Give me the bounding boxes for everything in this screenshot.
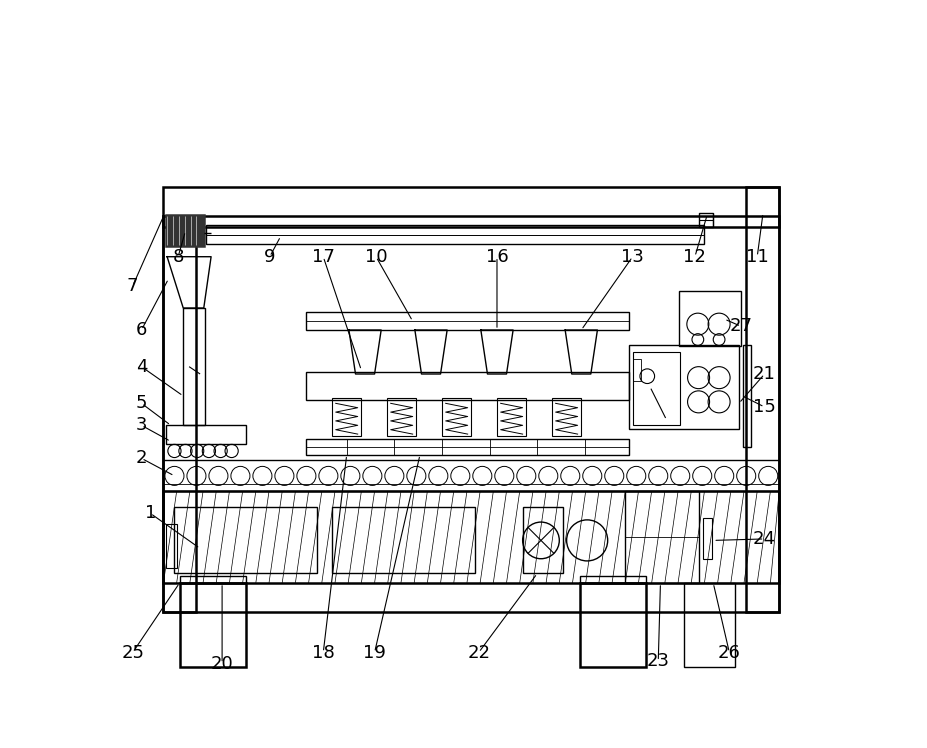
Bar	[166, 426, 246, 444]
Bar	[166, 524, 176, 568]
Text: 24: 24	[752, 530, 775, 548]
Bar	[183, 308, 205, 426]
Text: 25: 25	[121, 643, 144, 661]
Bar	[163, 216, 197, 612]
Bar	[579, 576, 645, 583]
Text: 15: 15	[753, 398, 775, 416]
Bar	[579, 583, 645, 667]
Bar	[180, 583, 246, 667]
Bar	[166, 215, 204, 245]
Text: 11: 11	[745, 248, 768, 266]
Bar	[632, 359, 640, 381]
Text: 21: 21	[753, 365, 775, 383]
Text: 16: 16	[485, 248, 508, 266]
Text: 1: 1	[145, 504, 156, 522]
Bar	[163, 461, 779, 491]
Text: 10: 10	[364, 248, 387, 266]
Bar	[625, 491, 698, 583]
Bar	[742, 345, 751, 447]
Text: 3: 3	[135, 417, 147, 435]
Text: 20: 20	[210, 654, 234, 672]
Text: 22: 22	[466, 643, 489, 661]
Bar	[306, 438, 629, 455]
Bar	[441, 398, 471, 436]
Text: 4: 4	[135, 358, 147, 375]
Text: 9: 9	[263, 248, 275, 266]
Text: 5: 5	[135, 394, 147, 412]
Bar	[306, 312, 629, 330]
Bar	[683, 583, 734, 667]
Bar	[698, 212, 713, 227]
Bar	[306, 372, 629, 399]
Bar	[629, 345, 738, 429]
Text: 18: 18	[311, 643, 335, 661]
Bar	[632, 352, 679, 426]
Text: 2: 2	[135, 450, 147, 468]
Bar	[387, 398, 416, 436]
Bar	[206, 225, 704, 245]
Text: 8: 8	[172, 248, 184, 266]
Text: 17: 17	[311, 248, 335, 266]
Text: 23: 23	[646, 652, 669, 670]
Bar	[678, 291, 741, 346]
Bar	[163, 491, 779, 583]
Text: 7: 7	[127, 277, 138, 295]
Bar	[163, 216, 779, 612]
Bar	[522, 507, 563, 574]
Bar	[745, 187, 779, 612]
Bar	[332, 507, 475, 574]
Text: 6: 6	[135, 321, 147, 339]
Text: 12: 12	[682, 248, 705, 266]
Text: 27: 27	[729, 317, 752, 335]
Bar	[174, 507, 317, 574]
Text: 13: 13	[620, 248, 643, 266]
Text: 26: 26	[717, 643, 740, 661]
Bar	[163, 187, 779, 227]
Bar	[497, 398, 526, 436]
Bar	[703, 518, 711, 559]
Text: 19: 19	[362, 643, 386, 661]
Bar	[332, 398, 361, 436]
Bar	[552, 398, 580, 436]
Bar	[180, 576, 246, 583]
